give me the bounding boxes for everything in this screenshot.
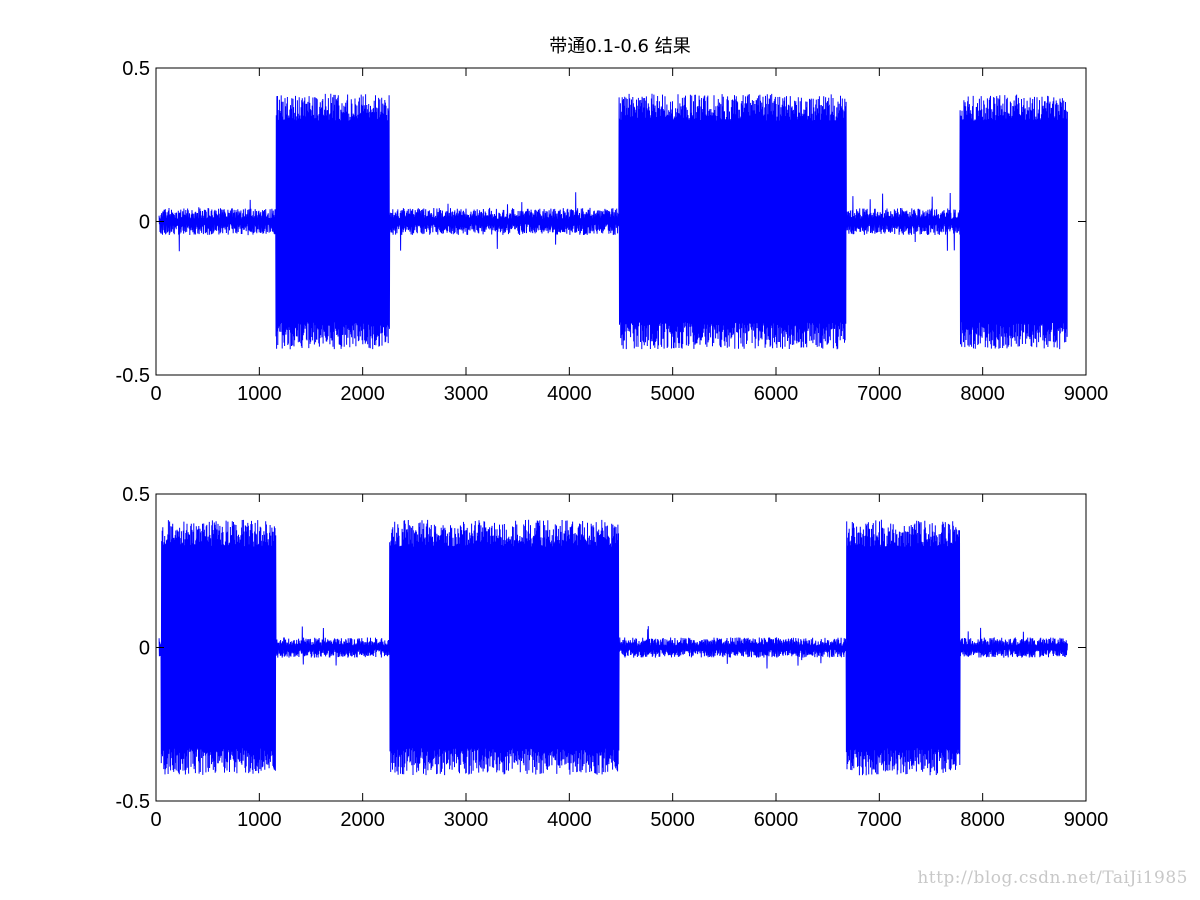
bottom-subplot: 0 1000 2000 3000 4000 5000 6000 7000 8000 9000 -0.… <box>116 484 1109 831</box>
bottom-x-tick-label: 0 <box>150 809 161 831</box>
bottom-axes-ticks: 0 1000 2000 3000 4000 5000 6000 7000 8000 9000 -0.… <box>116 484 1109 831</box>
top-x-tick-label: 4000 <box>547 383 592 405</box>
top-y-tick-label: 0 <box>139 212 150 234</box>
top-axes-ticks: 0 1000 2000 3000 4000 5000 6000 7000 8000 9000 -0.… <box>116 58 1109 405</box>
top-x-tick-label: 2000 <box>340 383 385 405</box>
top-y-tick-label: 0.5 <box>122 58 150 80</box>
bottom-x-tick-label: 6000 <box>754 809 799 831</box>
bottom-y-tick-label: -0.5 <box>116 791 150 813</box>
bottom-x-tick-label: 5000 <box>650 809 695 831</box>
top-x-tick-label: 8000 <box>960 383 1005 405</box>
bottom-y-tick-label: 0 <box>139 638 150 660</box>
bottom-x-tick-label: 1000 <box>237 809 282 831</box>
bottom-x-tick-label: 7000 <box>857 809 902 831</box>
top-x-tick-label: 7000 <box>857 383 902 405</box>
top-x-tick-label: 0 <box>150 383 161 405</box>
bottom-x-tick-label: 8000 <box>960 809 1005 831</box>
bottom-x-tick-label: 9000 <box>1064 809 1109 831</box>
watermark-url: http://blog.csdn.net/TaiJi1985 <box>917 868 1188 888</box>
top-x-tick-label: 5000 <box>650 383 695 405</box>
bottom-signal-line <box>158 519 1068 776</box>
top-subplot: 0 1000 2000 3000 4000 5000 6000 7000 8000 9000 -0.… <box>116 58 1109 405</box>
top-x-tick-label: 1000 <box>237 383 282 405</box>
top-signal-line <box>158 93 1068 350</box>
top-x-tick-label: 9000 <box>1064 383 1109 405</box>
bottom-y-tick-label: 0.5 <box>122 484 150 506</box>
top-x-tick-label: 6000 <box>754 383 799 405</box>
top-y-tick-label: -0.5 <box>116 365 150 387</box>
top-x-tick-label: 3000 <box>444 383 489 405</box>
bottom-x-tick-label: 3000 <box>444 809 489 831</box>
bottom-x-tick-label: 2000 <box>340 809 385 831</box>
plot-title: 带通0.1-0.6 结果 <box>549 36 690 57</box>
bottom-x-tick-label: 4000 <box>547 809 592 831</box>
